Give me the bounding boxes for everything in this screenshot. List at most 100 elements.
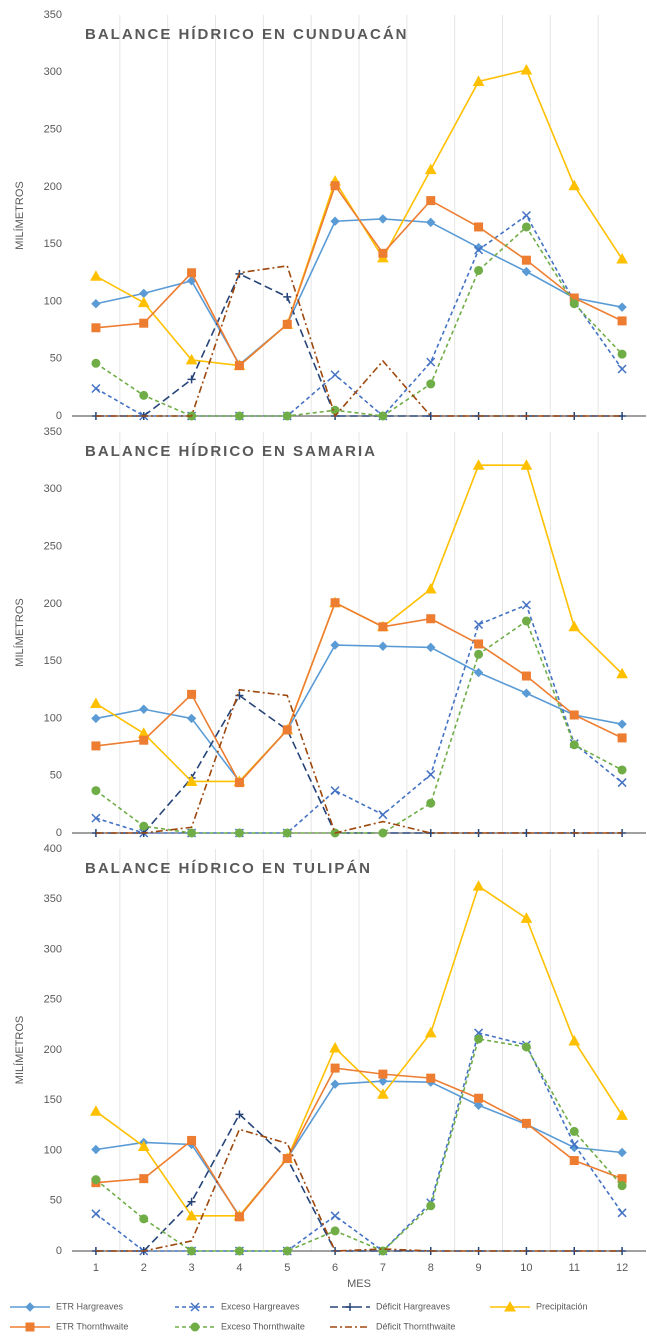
y-tick-label: 100 bbox=[44, 712, 62, 724]
x-tick-label: 8 bbox=[428, 1262, 434, 1274]
marker bbox=[137, 296, 150, 308]
marker bbox=[426, 379, 436, 389]
marker bbox=[91, 813, 101, 823]
marker bbox=[378, 622, 388, 632]
marker bbox=[187, 1197, 196, 1206]
marker bbox=[234, 1246, 244, 1256]
marker bbox=[426, 770, 436, 780]
marker bbox=[139, 390, 149, 400]
legend-marker bbox=[190, 1302, 200, 1312]
y-tick-label: 50 bbox=[50, 770, 62, 782]
marker bbox=[617, 316, 627, 326]
marker bbox=[424, 1026, 437, 1038]
marker bbox=[472, 459, 485, 470]
marker bbox=[426, 1201, 436, 1211]
marker bbox=[617, 765, 627, 775]
marker bbox=[378, 248, 388, 258]
marker bbox=[378, 641, 388, 651]
marker bbox=[282, 828, 292, 838]
y-tick-label: 400 bbox=[44, 843, 62, 855]
y-tick-label: 350 bbox=[44, 426, 62, 438]
marker bbox=[474, 245, 484, 255]
y-tick-label: 150 bbox=[44, 655, 62, 667]
marker bbox=[426, 196, 436, 206]
marker bbox=[330, 786, 340, 796]
marker bbox=[377, 1088, 389, 1099]
y-tick-label: 150 bbox=[44, 1094, 62, 1106]
marker bbox=[472, 880, 485, 891]
marker bbox=[424, 582, 437, 594]
marker bbox=[474, 639, 484, 649]
marker bbox=[139, 1174, 149, 1184]
marker bbox=[617, 364, 627, 374]
legend-label: ETR Thornthwaite bbox=[56, 1321, 128, 1331]
marker bbox=[521, 1118, 531, 1128]
marker bbox=[330, 216, 340, 226]
legend-label: ETR Hargreaves bbox=[56, 1301, 124, 1311]
legend-marker bbox=[504, 1300, 516, 1312]
legend-marker bbox=[25, 1302, 35, 1312]
marker bbox=[474, 619, 484, 630]
series-line bbox=[95, 601, 623, 784]
marker bbox=[187, 1246, 197, 1256]
y-tick-label: 200 bbox=[44, 181, 62, 193]
marker bbox=[186, 713, 197, 724]
marker bbox=[330, 181, 340, 191]
marker bbox=[91, 299, 101, 309]
marker bbox=[330, 1063, 340, 1073]
marker bbox=[426, 1073, 436, 1083]
legend-label: Déficit Thornthwaite bbox=[376, 1321, 455, 1331]
y-tick-label: 200 bbox=[44, 598, 62, 610]
marker bbox=[330, 1226, 340, 1236]
y-tick-label: 300 bbox=[44, 483, 62, 495]
marker bbox=[426, 798, 436, 808]
marker bbox=[617, 1208, 627, 1218]
x-tick-label: 9 bbox=[476, 1262, 482, 1274]
marker bbox=[185, 1209, 198, 1221]
marker bbox=[617, 349, 627, 359]
series-line bbox=[95, 644, 623, 783]
marker bbox=[235, 1110, 244, 1119]
y-axis-label: MILÍMETROS bbox=[13, 598, 26, 666]
marker bbox=[282, 411, 292, 421]
title: BALANCE HÍDRICO EN SAMARIA bbox=[85, 443, 377, 460]
y-tick-label: 0 bbox=[56, 1245, 62, 1257]
y-tick-label: 350 bbox=[44, 9, 62, 21]
marker bbox=[139, 735, 149, 745]
marker bbox=[234, 411, 244, 421]
y-tick-label: 0 bbox=[56, 827, 62, 839]
marker bbox=[139, 318, 149, 328]
y-tick-label: 200 bbox=[44, 1044, 62, 1056]
marker bbox=[91, 786, 101, 796]
marker bbox=[330, 370, 340, 380]
marker bbox=[473, 1100, 484, 1110]
marker bbox=[521, 255, 531, 265]
marker bbox=[426, 217, 436, 228]
marker bbox=[569, 1126, 579, 1136]
marker bbox=[282, 319, 292, 329]
marker bbox=[282, 725, 292, 735]
x-tick-label: 7 bbox=[380, 1262, 386, 1274]
marker bbox=[378, 1246, 388, 1256]
marker bbox=[568, 620, 581, 632]
series-line bbox=[95, 1067, 623, 1219]
y-axis-label: MILÍMETROS bbox=[13, 1016, 26, 1084]
marker bbox=[330, 1211, 340, 1221]
x-tick-label: 3 bbox=[189, 1262, 195, 1274]
marker bbox=[330, 1079, 340, 1089]
series-line bbox=[95, 1113, 623, 1252]
marker bbox=[378, 1076, 388, 1086]
marker bbox=[616, 253, 628, 264]
marker bbox=[617, 778, 627, 788]
series-line bbox=[95, 225, 623, 417]
marker bbox=[521, 688, 532, 698]
marker bbox=[474, 265, 484, 275]
series-line bbox=[95, 1128, 623, 1252]
marker bbox=[521, 671, 531, 681]
marker bbox=[616, 1109, 628, 1120]
legend-label: Precipitación bbox=[536, 1301, 588, 1311]
y-tick-label: 50 bbox=[50, 353, 62, 365]
series-line bbox=[95, 1080, 623, 1218]
marker bbox=[617, 1181, 627, 1191]
marker bbox=[520, 63, 533, 75]
